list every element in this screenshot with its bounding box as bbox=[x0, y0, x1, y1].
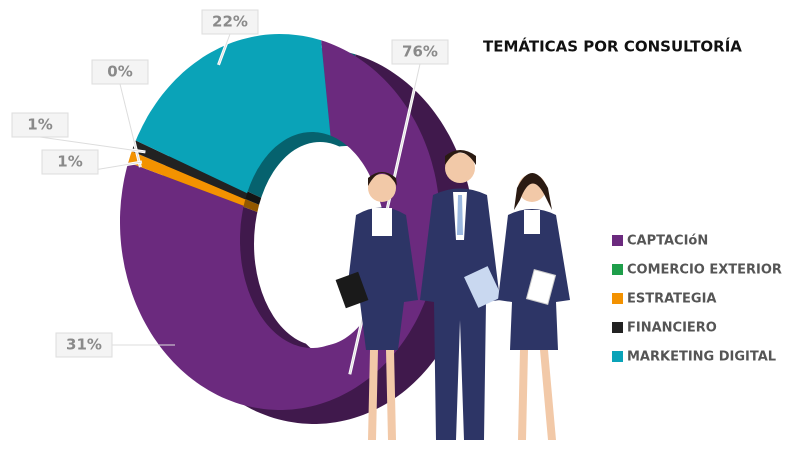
legend-label: MARKETING DIGITAL bbox=[627, 350, 776, 365]
legend-label: FINANCIERO bbox=[627, 321, 717, 336]
value-label: 0% bbox=[107, 63, 132, 81]
illustration bbox=[336, 150, 570, 440]
page: {"chart_data": {"type": "pie", "title": … bbox=[0, 0, 808, 449]
chart: TEMÁTICAS POR CONSULTORÍA 76% 0% 1% 1% 22% 31… bbox=[0, 0, 808, 449]
chart-title: TEMÁTICAS POR CONSULTORÍA bbox=[483, 37, 742, 56]
value-label: 1% bbox=[57, 153, 82, 171]
leader-line bbox=[120, 84, 140, 167]
value-label: 1% bbox=[27, 116, 52, 134]
value-label: 22% bbox=[212, 13, 248, 31]
legend-label: COMERCIO EXTERIOR bbox=[627, 263, 782, 278]
legend: CAPTACIóN COMERCIO EXTERIOR ESTRATEGIA FINA… bbox=[612, 234, 782, 365]
value-label: 76% bbox=[402, 43, 438, 61]
legend-swatch bbox=[612, 235, 623, 246]
donut bbox=[120, 34, 474, 424]
legend-swatch bbox=[612, 322, 623, 333]
legend-swatch bbox=[612, 293, 623, 304]
legend-label: ESTRATEGIA bbox=[627, 292, 717, 307]
legend-swatch bbox=[612, 264, 623, 275]
annotation: 31% bbox=[66, 336, 102, 354]
legend-label: CAPTACIóN bbox=[627, 234, 708, 249]
legend-swatch bbox=[612, 351, 623, 362]
